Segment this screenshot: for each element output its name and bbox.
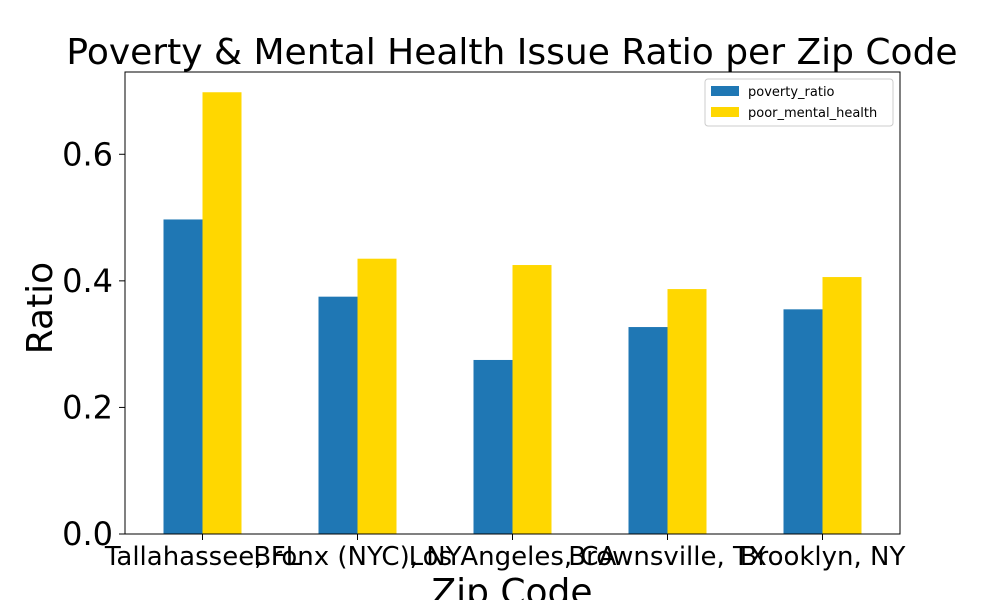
bar-poor-mental-health-4 xyxy=(822,277,862,534)
chart-title: Poverty & Mental Health Issue Ratio per … xyxy=(66,32,957,73)
bar-poor-mental-health-1 xyxy=(357,258,397,534)
legend-swatch-poor-mental-health xyxy=(711,107,739,117)
legend-label-poverty-ratio: poverty_ratio xyxy=(748,85,835,100)
bar-poor-mental-health-0 xyxy=(202,92,242,535)
bar-poor-mental-health-3 xyxy=(667,289,707,534)
y-axis-title: Ratio xyxy=(20,262,61,354)
y-tick-label: 0.6 xyxy=(62,135,113,173)
legend-swatch-poverty-ratio xyxy=(711,86,739,96)
x-tick-label: Tallahassee, FL xyxy=(104,542,301,572)
bar-poverty-ratio-1 xyxy=(318,296,358,534)
legend: poverty_ratio poor_mental_health xyxy=(704,78,894,127)
y-tick-label: 0.2 xyxy=(62,388,113,426)
x-tick-label: Los Angeles, CA xyxy=(409,542,617,572)
x-tick-label: Bronx (NYC), NY xyxy=(253,542,461,572)
x-axis-title: Zip Code xyxy=(431,572,592,600)
x-tick-label: Brooklyn, NY xyxy=(740,542,906,572)
bar-poverty-ratio-3 xyxy=(628,327,668,534)
bars-group xyxy=(163,92,862,535)
legend-box xyxy=(704,78,894,127)
y-tick-label: 0.4 xyxy=(62,262,113,300)
x-tick-label: Brownsville, TX xyxy=(568,542,766,572)
legend-label-poor-mental-health: poor_mental_health xyxy=(748,106,877,121)
bar-poor-mental-health-2 xyxy=(512,265,552,534)
y-axis: 0.0 0.2 0.4 0.6 xyxy=(62,135,125,553)
y-tick-label: 0.0 xyxy=(62,515,113,553)
bar-poverty-ratio-4 xyxy=(783,309,823,534)
bar-poverty-ratio-0 xyxy=(163,219,203,535)
bar-poverty-ratio-2 xyxy=(473,359,513,534)
